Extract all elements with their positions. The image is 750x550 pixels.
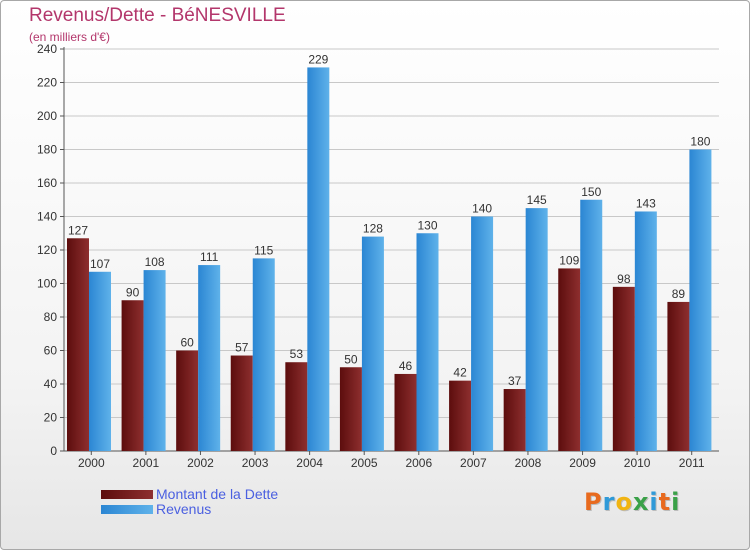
y-tick-label: 60 [44, 344, 58, 358]
data-label: 143 [636, 196, 656, 210]
x-tick-label: 2006 [405, 456, 432, 470]
data-label: 50 [344, 352, 358, 366]
data-label: 140 [472, 202, 492, 216]
bar-revenus [252, 258, 275, 451]
y-tick-label: 180 [37, 143, 57, 157]
y-tick-label: 20 [44, 411, 58, 425]
data-label: 115 [254, 243, 273, 257]
data-label: 108 [145, 255, 165, 269]
chart-title: Revenus/Dette - BéNESVILLE [29, 5, 286, 26]
data-label: 130 [417, 218, 437, 232]
data-label: 111 [200, 250, 219, 264]
bar-revenus [471, 216, 494, 451]
data-label: 53 [290, 347, 304, 361]
x-tick-label: 2004 [296, 456, 323, 470]
x-tick-label: 2009 [569, 456, 596, 470]
logo-letter: i [671, 488, 681, 516]
bar-dette [339, 367, 362, 451]
x-tick-label: 2005 [351, 456, 378, 470]
bar-revenus [307, 67, 330, 452]
y-tick-label: 0 [50, 444, 57, 458]
x-tick-label: 2000 [78, 456, 105, 470]
bar-dette [394, 373, 417, 451]
chart-subtitle: (en milliers d'€) [29, 30, 110, 44]
bar-revenus [416, 233, 439, 451]
bar-dette [230, 355, 253, 451]
data-label: 145 [527, 193, 547, 207]
logo-letter: o [615, 488, 633, 516]
y-tick-label: 160 [37, 176, 57, 190]
y-tick-label: 100 [37, 277, 57, 291]
bar-revenus [525, 208, 548, 451]
y-tick-label: 120 [37, 243, 57, 257]
y-tick-label: 80 [44, 310, 58, 324]
data-label: 229 [308, 52, 328, 66]
logo-letter: P [584, 488, 603, 516]
data-label: 46 [399, 359, 413, 373]
y-tick-label: 200 [37, 109, 57, 123]
x-tick-label: 2001 [133, 456, 160, 470]
bar-dette [67, 238, 89, 451]
data-label: 57 [235, 341, 249, 355]
logo-letter: t [658, 488, 672, 516]
x-tick-label: 2007 [460, 456, 487, 470]
data-label: 89 [672, 287, 686, 301]
data-label: 37 [508, 374, 522, 388]
x-tick-label: 2010 [624, 456, 651, 470]
data-label: 107 [90, 257, 110, 271]
legend-swatch-dette [101, 490, 153, 499]
bar-revenus [361, 236, 384, 451]
data-label: 128 [363, 222, 383, 236]
x-tick-label: 2002 [187, 456, 214, 470]
bar-dette [558, 268, 581, 451]
bar-dette [612, 286, 635, 451]
bar-dette [503, 389, 526, 451]
y-tick-label: 140 [37, 210, 57, 224]
data-label: 42 [453, 366, 467, 380]
x-tick-label: 2008 [515, 456, 542, 470]
bar-revenus [89, 271, 111, 451]
proxiti-logo: Proxiti [584, 488, 680, 516]
bar-revenus [580, 199, 603, 451]
y-tick-label: 220 [37, 76, 57, 90]
bar-revenus [689, 149, 712, 451]
data-label: 90 [126, 285, 140, 299]
y-tick-label: 240 [37, 42, 57, 56]
data-label: 60 [180, 336, 194, 350]
x-tick-label: 2003 [242, 456, 269, 470]
bar-revenus [198, 265, 221, 451]
logo-letter: r [602, 488, 616, 516]
logo-letter: x [632, 488, 650, 516]
data-label: 98 [617, 272, 631, 286]
data-label: 180 [690, 135, 710, 149]
data-label: 109 [559, 253, 579, 267]
logo-letter: i [649, 488, 659, 516]
bar-revenus [634, 211, 657, 451]
bar-dette [176, 350, 199, 451]
x-tick-label: 2011 [679, 456, 705, 470]
legend-swatch-revenus [101, 505, 153, 514]
bar-dette [285, 362, 308, 451]
data-label: 150 [581, 185, 601, 199]
bar-dette [667, 301, 690, 451]
bar-dette [449, 380, 472, 451]
data-label: 127 [68, 223, 88, 237]
legend-label-revenus: Revenus [156, 501, 212, 517]
legend-label-dette: Montant de la Dette [156, 486, 279, 502]
bar-revenus [143, 270, 166, 451]
bar-dette [121, 300, 144, 451]
y-tick-label: 40 [44, 377, 58, 391]
